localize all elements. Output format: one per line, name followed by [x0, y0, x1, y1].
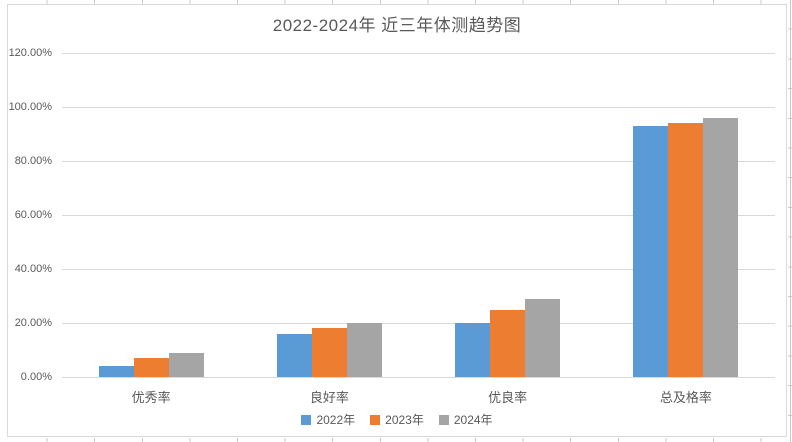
legend-swatch [370, 414, 381, 425]
bar-2024年-良好率[interactable] [346, 323, 382, 377]
chart-title: 2022-2024年 近三年体测趋势图 [272, 16, 522, 35]
bar-2022年-优秀率[interactable] [98, 366, 134, 377]
y-axis-tick-label: 20.00% [14, 317, 52, 329]
legend-label: 2022年 [316, 413, 356, 427]
y-axis-tick-label: 0.00% [20, 371, 52, 383]
bar-2024年-总及格率[interactable] [703, 117, 739, 377]
category-label: 优秀率 [131, 390, 171, 405]
y-axis-tick-label: 120.00% [8, 47, 52, 59]
legend-item-2023年[interactable]: 2023年 [370, 411, 424, 428]
gridline [62, 323, 775, 324]
bar-2023年-优秀率[interactable] [133, 358, 169, 377]
gridline [62, 161, 775, 162]
bar-2023年-良好率[interactable] [311, 328, 347, 377]
chart-object[interactable]: 2022-2024年 近三年体测趋势图 120.00% 100.00% 80.00%… [7, 4, 787, 437]
legend-swatch [438, 414, 449, 425]
spreadsheet-column-gridline-stubs-top [0, 0, 792, 4]
bar-2024年-优秀率[interactable] [168, 352, 204, 377]
y-axis-tick-label: 60.00% [14, 209, 52, 221]
bar-2024年-优良率[interactable] [525, 298, 561, 377]
bar-2023年-优良率[interactable] [490, 309, 526, 377]
category-label: 优良率 [488, 390, 528, 405]
y-axis-tick-label: 100.00% [8, 101, 52, 113]
category-label: 良好率 [309, 390, 349, 405]
y-axis-tick-label: 80.00% [14, 155, 52, 167]
bar-2022年-总及格率[interactable] [633, 125, 669, 377]
gridline [62, 107, 775, 108]
legend: 2022年 2023年 2024年 [8, 411, 786, 428]
gridline [62, 269, 775, 270]
bar-2023年-总及格率[interactable] [668, 123, 704, 377]
gridline [62, 215, 775, 216]
legend-label: 2023年 [385, 413, 424, 427]
legend-item-2024年[interactable]: 2024年 [438, 411, 493, 428]
legend-item-2022年[interactable]: 2022年 [301, 411, 355, 428]
bar-2022年-良好率[interactable] [276, 333, 312, 377]
gridline [62, 53, 775, 54]
x-axis-line [62, 377, 775, 378]
y-axis-tick-label: 40.00% [14, 263, 52, 275]
legend-swatch [301, 414, 312, 425]
legend-label: 2024年 [453, 413, 493, 427]
spreadsheet-column-line-right [790, 0, 791, 442]
spreadsheet-column-gridline-stubs-bottom [0, 438, 792, 442]
bar-2022年-优良率[interactable] [455, 323, 491, 377]
category-label: 总及格率 [659, 390, 712, 405]
